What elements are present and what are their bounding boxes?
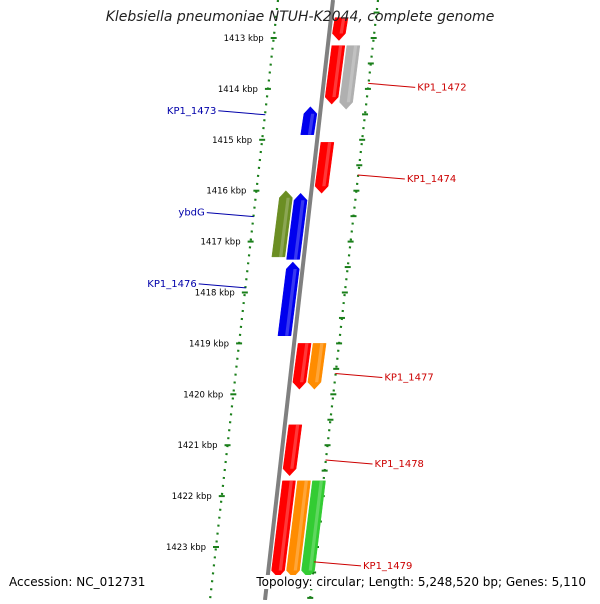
ruler-tick-label: 1423 kbp bbox=[166, 543, 206, 553]
gene-highlight bbox=[346, 45, 358, 103]
gene-arrow-g-kp1477-red bbox=[292, 343, 312, 390]
gene-highlight bbox=[279, 197, 290, 257]
label-leader-KP1_1478 bbox=[325, 459, 373, 465]
gene-highlight bbox=[332, 45, 343, 98]
gene-label-KP1_1477: KP1_1477 bbox=[384, 372, 433, 383]
ruler-tick-label: 1414 kbp bbox=[218, 85, 258, 95]
gene-label-ybdG: ybdG bbox=[178, 208, 204, 219]
gene-arrow-g-kp1477 bbox=[307, 343, 327, 390]
gene-highlight bbox=[339, 17, 346, 34]
ruler-tick-label: 1421 kbp bbox=[177, 441, 217, 451]
ruler-tick-label: 1415 kbp bbox=[212, 136, 252, 146]
gene-arrow-g-ybdG bbox=[271, 190, 293, 258]
ruler-tick-label: 1417 kbp bbox=[201, 238, 241, 248]
gene-highlight bbox=[290, 424, 300, 469]
label-leader-ybdG bbox=[206, 212, 254, 218]
gene-arrow-g-top-a bbox=[332, 17, 349, 41]
gene-highlight bbox=[308, 480, 323, 571]
genome-axis-line bbox=[263, 0, 335, 601]
gene-label-KP1_1476: KP1_1476 bbox=[147, 279, 196, 290]
label-leader-KP1_1473 bbox=[218, 110, 266, 116]
gene-arrow-g-bot-orange bbox=[286, 480, 311, 578]
gene-highlight bbox=[293, 480, 308, 571]
gene-arrow-g-kp1478 bbox=[282, 424, 303, 477]
gene-arrow-g-kp1472 bbox=[324, 45, 346, 105]
gene-highlight bbox=[322, 142, 332, 187]
gene-label-KP1_1473: KP1_1473 bbox=[167, 106, 216, 117]
gene-label-KP1_1472: KP1_1472 bbox=[417, 82, 466, 93]
gene-arrow-g-bot-green bbox=[301, 480, 326, 578]
label-leader-KP1_1479 bbox=[313, 561, 362, 567]
gene-arrow-g-kp1472-gray bbox=[339, 45, 361, 110]
ruler-tick-label: 1416 kbp bbox=[206, 187, 246, 197]
gene-label-KP1_1479: KP1_1479 bbox=[363, 561, 412, 572]
gene-highlight bbox=[293, 200, 305, 260]
gene-highlight bbox=[315, 343, 324, 383]
label-leader-KP1_1472 bbox=[368, 82, 416, 88]
gene-highlight bbox=[300, 343, 309, 383]
ruler-tick-label: 1422 kbp bbox=[172, 492, 212, 502]
gene-arrow-g-blue-2 bbox=[286, 192, 308, 260]
gene-arrow-g-kp1473 bbox=[300, 106, 318, 135]
gene-highlight bbox=[285, 268, 297, 336]
gene-highlight bbox=[307, 113, 315, 135]
gene-label-KP1_1478: KP1_1478 bbox=[375, 459, 424, 470]
accession-text: Accession: NC_012731 bbox=[9, 575, 146, 589]
ruler-tick-label: 1413 kbp bbox=[224, 34, 264, 44]
gene-arrow-g-kp1476 bbox=[277, 261, 300, 337]
label-leader-KP1_1474 bbox=[357, 174, 405, 180]
topology-summary: Topology: circular; Length: 5,248,520 bp… bbox=[254, 575, 588, 589]
gene-arrow-g-kp1474 bbox=[314, 142, 335, 194]
gene-label-KP1_1474: KP1_1474 bbox=[407, 174, 456, 185]
gene-highlight bbox=[278, 480, 293, 571]
label-leader-KP1_1477 bbox=[335, 372, 383, 378]
ruler-tick-label: 1419 kbp bbox=[189, 339, 229, 349]
map-title: Klebsiella pneumoniae NTUH-K2044, comple… bbox=[105, 9, 495, 25]
ruler-tick-label: 1418 kbp bbox=[195, 289, 235, 299]
gene-arrow-g-bot-red bbox=[271, 480, 296, 578]
label-leader-KP1_1476 bbox=[198, 283, 246, 289]
ruler-tick-label: 1420 kbp bbox=[183, 390, 223, 400]
